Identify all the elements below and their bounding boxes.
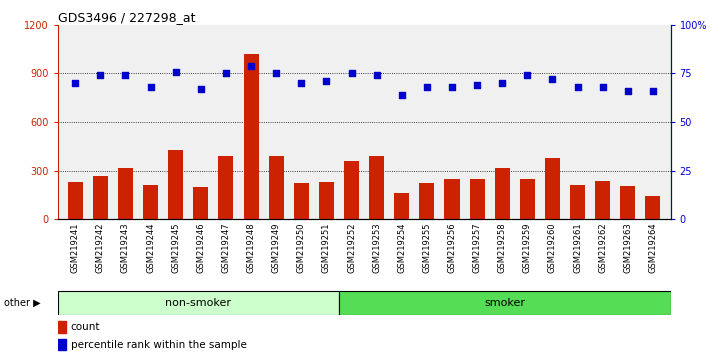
Point xyxy=(421,84,433,90)
Text: non-smoker: non-smoker xyxy=(165,298,231,308)
Bar xyxy=(218,156,234,219)
Bar xyxy=(118,167,133,219)
Text: other ▶: other ▶ xyxy=(4,298,40,308)
Bar xyxy=(620,186,635,219)
Bar xyxy=(58,339,66,350)
Bar xyxy=(444,179,459,219)
Point xyxy=(220,70,231,76)
Point xyxy=(572,84,583,90)
Bar xyxy=(645,196,660,219)
Bar xyxy=(570,185,585,219)
Point xyxy=(145,84,156,90)
Text: smoker: smoker xyxy=(485,298,526,308)
Text: count: count xyxy=(71,322,100,332)
Point xyxy=(597,84,609,90)
Text: percentile rank within the sample: percentile rank within the sample xyxy=(71,340,247,350)
Point xyxy=(120,73,131,78)
Bar xyxy=(369,156,384,219)
Point xyxy=(346,70,358,76)
Point xyxy=(396,92,407,98)
Point xyxy=(195,86,207,92)
Point xyxy=(497,80,508,86)
Bar xyxy=(495,167,510,219)
Bar xyxy=(58,321,66,333)
Bar xyxy=(394,193,410,219)
Point xyxy=(69,80,81,86)
Point xyxy=(321,78,332,84)
Point xyxy=(622,88,634,94)
Point xyxy=(94,73,106,78)
Bar xyxy=(143,185,158,219)
Point xyxy=(371,73,382,78)
Bar xyxy=(595,181,610,219)
FancyBboxPatch shape xyxy=(339,291,671,315)
Bar xyxy=(545,158,560,219)
Point xyxy=(521,73,533,78)
Text: GDS3496 / 227298_at: GDS3496 / 227298_at xyxy=(58,11,195,24)
Point xyxy=(170,69,182,74)
Bar xyxy=(420,183,435,219)
FancyBboxPatch shape xyxy=(58,291,339,315)
Bar xyxy=(269,156,284,219)
Point xyxy=(446,84,458,90)
Point xyxy=(472,82,483,88)
Bar xyxy=(520,179,535,219)
Bar xyxy=(469,179,485,219)
Point xyxy=(270,70,282,76)
Point xyxy=(647,88,659,94)
Bar xyxy=(93,177,108,219)
Point xyxy=(296,80,307,86)
Bar xyxy=(193,187,208,219)
Point xyxy=(245,63,257,68)
Point xyxy=(547,76,558,82)
Bar xyxy=(293,183,309,219)
Bar xyxy=(168,150,183,219)
Bar xyxy=(68,182,83,219)
Bar xyxy=(244,54,259,219)
Bar xyxy=(319,182,334,219)
Bar xyxy=(344,161,359,219)
